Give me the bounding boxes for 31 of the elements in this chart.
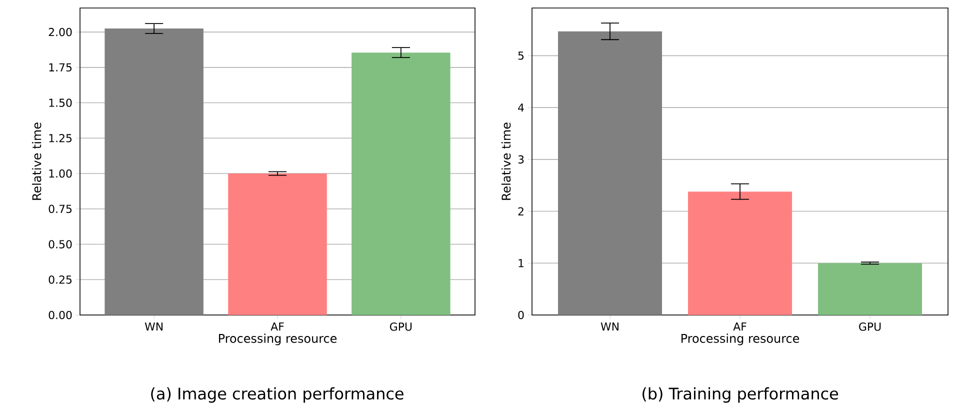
x-tick-label: AF	[270, 322, 284, 331]
x-tick-label: GPU	[859, 322, 881, 331]
y-tick-label: 1.75	[49, 63, 72, 72]
y-axis-title: Relative time	[501, 122, 511, 200]
bar	[818, 263, 922, 315]
text: (b) Training performance	[642, 387, 838, 403]
y-tick-label: 4	[518, 104, 524, 112]
y-tick-label: 2	[518, 207, 524, 216]
bar	[228, 174, 327, 315]
y-tick-label: 5	[518, 52, 524, 60]
text: (a) Image creation performance	[151, 387, 404, 403]
y-tick-label: 0.50	[48, 240, 72, 248]
y-axis-title: Relative time	[32, 122, 42, 200]
x-tick-label: AF	[733, 322, 746, 331]
x-tick-label: GPU	[390, 322, 412, 331]
y-tick-label: 1.25	[49, 134, 72, 142]
y-tick-label: 0.25	[48, 275, 72, 284]
x-axis-title: Processing resource	[682, 334, 800, 346]
bar	[688, 192, 792, 315]
y-tick-label: 2.00	[48, 28, 72, 36]
x-axis-title: Processing resource	[219, 334, 337, 346]
bar	[352, 52, 450, 315]
x-tick-label: WN	[144, 322, 163, 331]
y-tick-label: 1.50	[49, 98, 72, 107]
y-tick-label: 1.00	[49, 169, 72, 178]
y-tick-label: 3	[518, 155, 524, 164]
y-tick-label: 0.00	[48, 310, 72, 320]
y-tick-label: 0	[518, 310, 524, 320]
x-tick-label: WN	[600, 322, 618, 331]
y-tick-label: 0.75	[48, 204, 72, 214]
y-tick-label: 1	[518, 259, 524, 268]
